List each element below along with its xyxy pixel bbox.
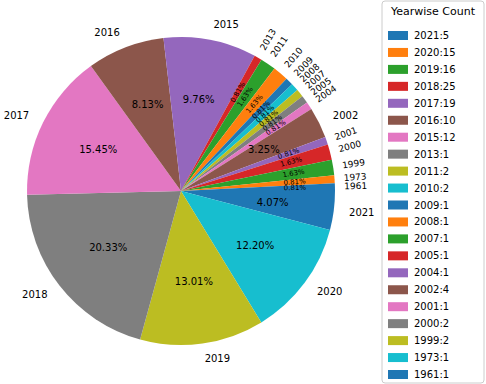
legend-label: 2011:2	[414, 166, 449, 177]
value-label: 20.33%	[89, 242, 127, 253]
legend-swatch	[388, 167, 408, 176]
value-label: 1.63%	[279, 155, 303, 168]
legend-swatch	[388, 319, 408, 328]
pie-slice	[27, 191, 181, 339]
value-label: 8.13%	[132, 99, 164, 110]
legend-label: 1973:1	[414, 352, 449, 363]
value-label: 9.76%	[183, 94, 215, 105]
category-label: 1961	[344, 181, 367, 192]
legend-swatch	[388, 251, 408, 260]
legend-swatch	[388, 268, 408, 277]
legend-swatch	[388, 116, 408, 125]
legend-label: 2013:1	[414, 149, 449, 160]
legend-title: Yearwise Count	[390, 5, 476, 18]
category-label: 2011	[269, 34, 290, 59]
legend-swatch	[388, 234, 408, 243]
legend-swatch	[388, 65, 408, 74]
slices	[27, 37, 335, 345]
legend-label: 2000:2	[414, 318, 449, 329]
category-label: 2000	[338, 139, 363, 155]
labels: 2021 4.07% 2020 12.20% 2019 13.01% 2018 20.33% 2…	[4, 19, 375, 364]
legend-swatch	[388, 48, 408, 57]
category-label: 2017	[4, 110, 29, 121]
legend-label: 2004:1	[414, 267, 449, 278]
pie-slice	[181, 175, 335, 191]
legend-swatch	[388, 31, 408, 40]
legend: Yearwise Count 2021:5 2020:15 2019:16 2018:2…	[382, 1, 484, 383]
legend-label: 2007:1	[414, 233, 449, 244]
legend-label: 1961:1	[414, 369, 449, 380]
legend-label: 2015:12	[414, 132, 456, 143]
category-label: 2019	[205, 353, 230, 364]
legend-swatch	[388, 370, 408, 379]
legend-label: 2018:25	[414, 81, 456, 92]
chart: 2021 4.07% 2020 12.20% 2019 13.01% 2018 20.33% 2…	[0, 0, 486, 384]
legend-swatch	[388, 217, 408, 226]
legend-label: 2009:1	[414, 200, 449, 211]
value-label: 12.20%	[236, 240, 274, 251]
legend-label: 2021:5	[414, 30, 449, 41]
pie-slice	[181, 183, 335, 191]
value-label: 13.01%	[175, 276, 213, 287]
legend-swatch	[388, 184, 408, 193]
legend-label: 2001:1	[414, 301, 449, 312]
legend-swatch	[388, 285, 408, 294]
value-label: 0.81%	[264, 118, 287, 137]
category-label: 2020	[317, 286, 342, 297]
legend-frame	[382, 1, 484, 383]
category-label: 2002	[333, 110, 358, 121]
legend-label: 1999:2	[414, 335, 449, 346]
value-label: 3.25%	[248, 144, 280, 155]
legend-label: 2016:10	[414, 115, 456, 126]
category-label: 2021	[349, 207, 374, 218]
legend-swatch	[388, 133, 408, 142]
legend-swatch	[388, 150, 408, 159]
legend-swatch	[388, 336, 408, 345]
pie-slice	[181, 160, 334, 191]
value-label: 4.07%	[257, 197, 289, 208]
category-label: 1999	[341, 157, 365, 170]
legend-swatch	[388, 82, 408, 91]
legend-label: 2005:1	[414, 250, 449, 261]
legend-swatch	[388, 302, 408, 311]
value-label: 15.45%	[79, 144, 117, 155]
legend-swatch	[388, 201, 408, 210]
value-label: 0.81%	[284, 184, 307, 193]
legend-label: 2010:2	[414, 183, 449, 194]
legend-swatch	[388, 99, 408, 108]
category-label: 2004	[314, 83, 339, 104]
legend-label: 2017:19	[414, 98, 456, 109]
category-label: 2015	[213, 19, 238, 30]
category-label: 2016	[94, 27, 119, 38]
category-label: 2018	[22, 289, 47, 300]
legend-label: 2002:4	[414, 284, 449, 295]
legend-swatch	[388, 353, 408, 362]
legend-label: 2020:15	[414, 47, 456, 58]
legend-label: 2008:1	[414, 216, 449, 227]
legend-label: 2019:16	[414, 64, 456, 75]
